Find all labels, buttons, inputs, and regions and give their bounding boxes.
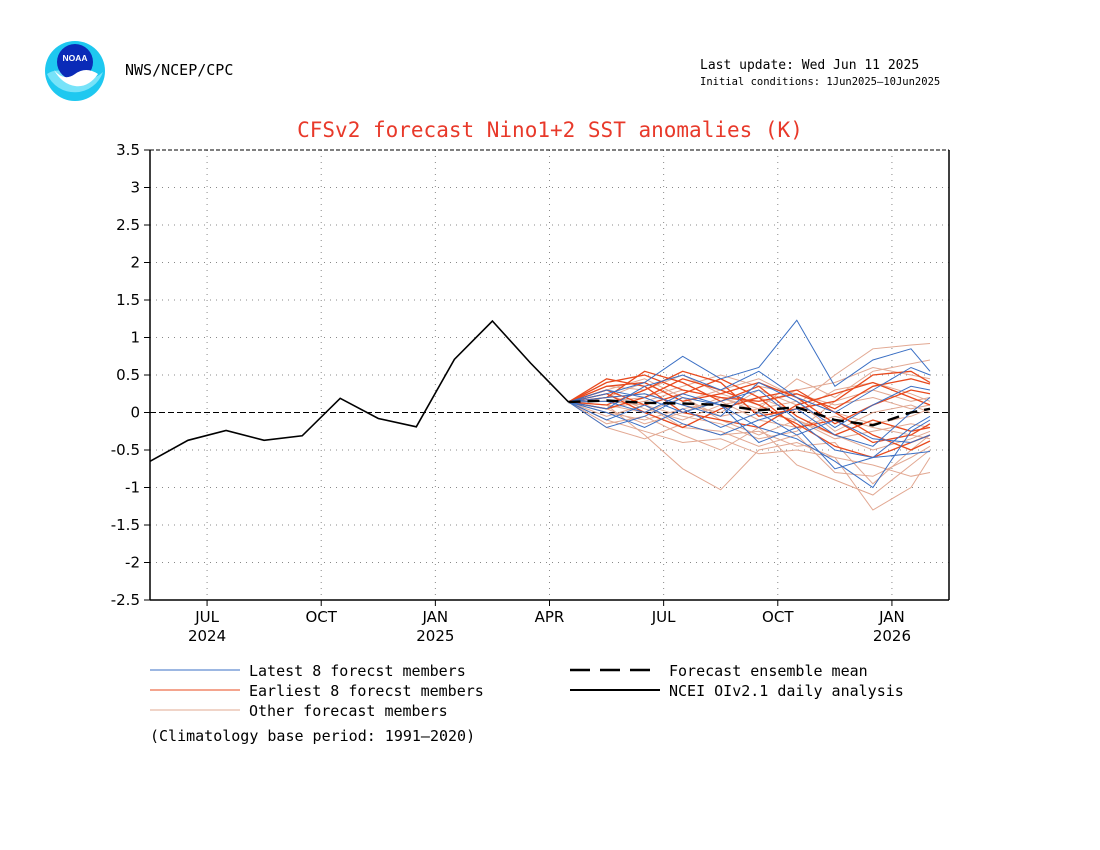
latest-member-line <box>568 381 931 429</box>
legend-label-other: Other forecast members <box>249 702 448 720</box>
agency-label: NWS/NCEP/CPC <box>125 61 234 79</box>
x-tick-year: 2026 <box>873 627 911 645</box>
other-member-line <box>568 389 931 440</box>
x-tick-year: 2024 <box>188 627 226 645</box>
x-tick-label: JAN <box>422 608 449 626</box>
svg-text:NOAA: NOAA <box>62 53 87 63</box>
latest-member-line <box>568 396 931 489</box>
x-tick-label: JAN <box>878 608 905 626</box>
y-tick-label: 3 <box>130 179 140 197</box>
y-tick-label: 1 <box>130 329 140 347</box>
initial-conditions-label: Initial conditions: 1Jun2025—10Jun2025 <box>700 76 941 88</box>
y-tick-label: -1 <box>125 479 140 497</box>
other-member-line <box>568 378 931 440</box>
x-tick-label: JUL <box>651 608 676 626</box>
y-tick-label: 2.5 <box>116 216 140 234</box>
legend-label-ensemble-mean: Forecast ensemble mean <box>669 662 868 680</box>
x-tick-label: OCT <box>762 608 794 626</box>
y-tick-label: 0 <box>130 404 140 422</box>
observed-line <box>149 319 570 463</box>
last-update-label: Last update: Wed Jun 11 2025 <box>700 58 920 73</box>
other-member-line <box>568 401 931 485</box>
x-tick-label: JUL <box>194 608 219 626</box>
latest-member-line <box>568 393 931 470</box>
latest-member-line <box>568 401 931 444</box>
latest-member-line <box>568 366 931 414</box>
latest-member-line <box>568 397 931 447</box>
earliest-member-line <box>568 370 931 436</box>
noaa-logo: NOAA <box>44 40 106 106</box>
y-tick-label: 2 <box>130 254 140 272</box>
y-tick-label: -2.5 <box>111 591 140 609</box>
y-tick-label: 0.5 <box>116 366 140 384</box>
chart-title: CFSv2 forecast Nino1+2 SST anomalies (K) <box>297 118 803 142</box>
y-tick-label: 3.5 <box>116 141 140 159</box>
climatology-note: (Climatology base period: 1991—2020) <box>150 727 475 745</box>
x-tick-year: 2025 <box>416 627 454 645</box>
other-member-line <box>568 378 931 425</box>
y-tick-label: 1.5 <box>116 291 140 309</box>
earliest-member-line <box>568 374 931 410</box>
legend-label-latest: Latest 8 forecst members <box>249 662 466 680</box>
y-tick-label: -2 <box>125 554 140 572</box>
legend-label-observed: NCEI OIv2.1 daily analysis <box>669 682 904 700</box>
x-tick-label: APR <box>535 608 565 626</box>
x-tick-label: OCT <box>305 608 337 626</box>
y-tick-label: -0.5 <box>111 441 140 459</box>
legend-label-earliest: Earliest 8 forecst members <box>249 682 484 700</box>
other-member-line <box>568 401 931 511</box>
y-tick-label: -1.5 <box>111 516 140 534</box>
ensemble-mean-line <box>568 399 931 427</box>
latest-member-line <box>568 319 931 403</box>
